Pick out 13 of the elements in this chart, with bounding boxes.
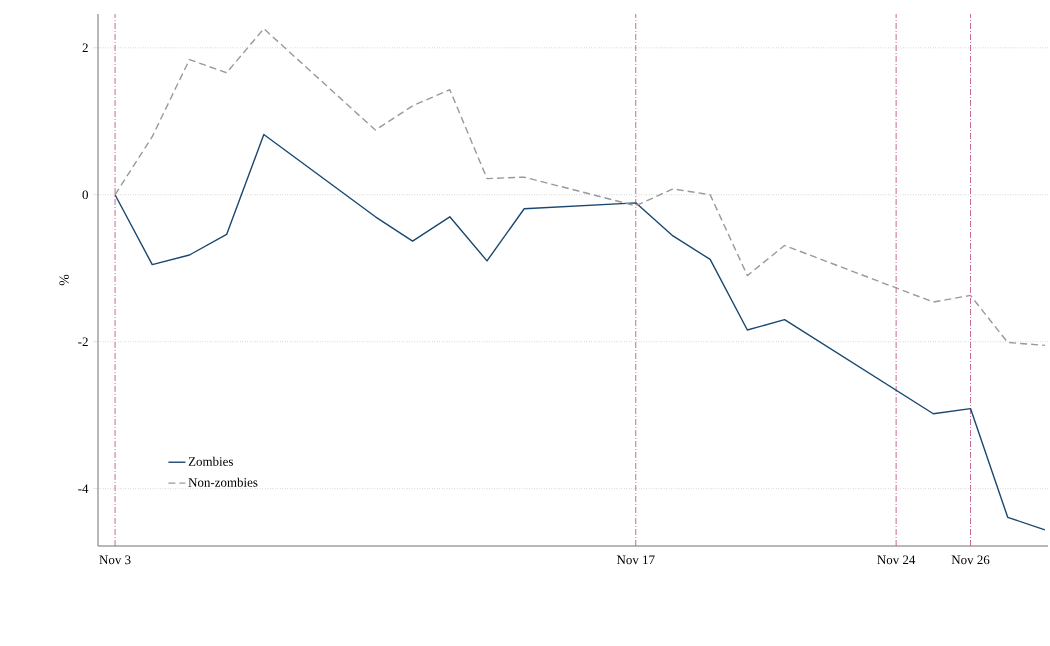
y-tick-label: -4 [78,484,89,493]
legend-label: Zombies [188,456,233,466]
y-tick-label: 0 [82,190,88,200]
x-tick-label: Nov 24 [877,555,916,565]
y-tick-label: 2 [82,43,88,53]
x-tick-label: Nov 3 [99,555,131,565]
x-tick-label: Nov 26 [951,555,990,565]
line-series [114,133,1046,531]
y-axis-title: % [59,274,69,286]
line-series [114,27,1046,347]
y-tick-label: -2 [78,337,88,347]
legend-label: Non-zombies [188,477,258,487]
x-tick-label: Nov 17 [616,555,655,565]
